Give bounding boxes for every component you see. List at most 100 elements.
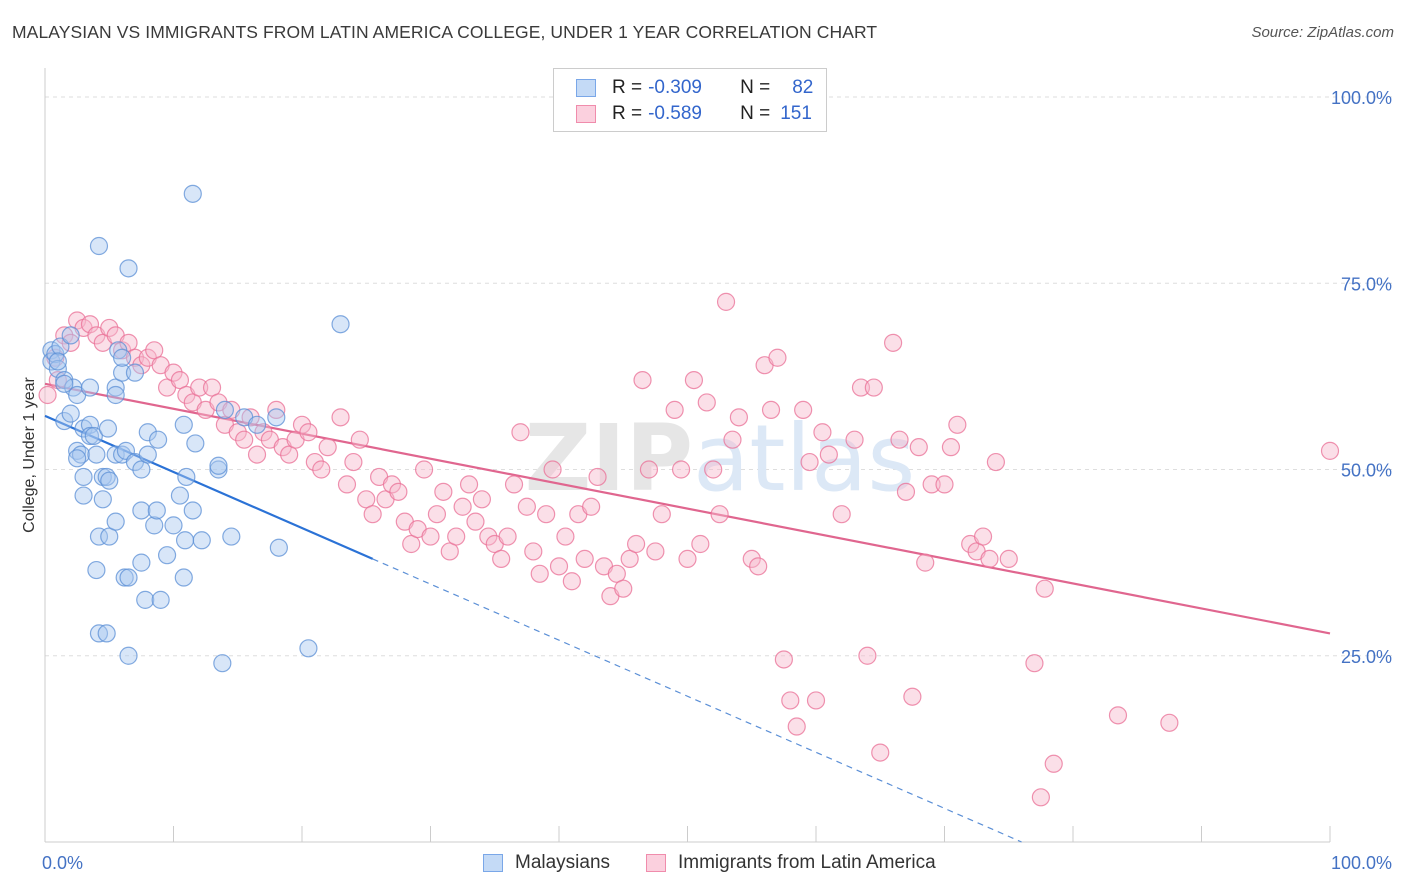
legend-r-label: R =: [612, 103, 643, 124]
data-point: [68, 449, 87, 468]
data-point: [768, 348, 787, 367]
data-point: [148, 430, 168, 449]
data-point: [80, 426, 100, 446]
data-point: [183, 501, 202, 520]
data-point: [524, 542, 543, 561]
data-point: [87, 445, 106, 464]
data-point: [729, 408, 749, 427]
data-point: [164, 363, 183, 382]
data-point: [421, 527, 440, 546]
data-point: [543, 460, 562, 479]
source-label: Source: ZipAtlas.com: [1251, 24, 1394, 41]
data-point: [646, 542, 665, 561]
data-point: [80, 378, 100, 397]
data-point: [614, 579, 633, 598]
data-point: [903, 687, 922, 706]
legend-swatch-blue: [576, 79, 596, 97]
trend-line-malaysians: [44, 414, 374, 560]
data-point: [267, 408, 286, 427]
data-point: [125, 348, 145, 367]
data-point: [55, 374, 74, 393]
legend-swatch-pink: [646, 854, 666, 872]
data-point: [582, 497, 601, 516]
data-point: [980, 549, 999, 569]
data-point: [100, 471, 119, 490]
data-point: [761, 400, 781, 419]
data-point: [147, 501, 166, 520]
data-point: [215, 400, 234, 419]
data-point: [132, 501, 151, 520]
data-point: [973, 527, 993, 546]
data-point: [948, 415, 967, 434]
data-point: [344, 452, 363, 472]
data-point: [549, 557, 569, 576]
data-point: [106, 445, 125, 464]
data-point: [84, 426, 103, 446]
trend-line-malaysians-extension: [372, 558, 1022, 843]
data-point: [588, 467, 607, 487]
legend-swatch-blue: [483, 854, 503, 872]
data-point: [119, 259, 138, 278]
data-point: [157, 546, 177, 565]
data-point: [100, 318, 119, 338]
data-point: [267, 400, 286, 419]
data-point: [98, 419, 118, 438]
data-point: [652, 505, 671, 524]
data-point: [80, 315, 100, 334]
data-point: [186, 434, 205, 453]
legend-row-malaysians: R = -0.309 N = 82: [576, 77, 813, 99]
data-point: [247, 415, 267, 434]
data-point: [170, 486, 190, 505]
data-point: [174, 568, 193, 587]
data-point: [106, 385, 125, 405]
data-point: [132, 356, 151, 375]
data-point: [575, 549, 594, 569]
data-point: [87, 560, 106, 580]
legend-row-latin-america: R = -0.589 N = 151: [576, 103, 812, 125]
data-point: [331, 408, 350, 427]
data-point: [389, 482, 408, 501]
data-point: [723, 430, 742, 449]
data-point: [119, 646, 138, 665]
data-point: [414, 460, 434, 479]
data-point: [916, 553, 935, 572]
series-legend-malaysians[interactable]: Malaysians: [483, 852, 610, 874]
data-point: [697, 393, 716, 412]
data-point: [61, 404, 80, 423]
data-point: [453, 497, 472, 516]
data-point: [1108, 706, 1128, 725]
data-point: [125, 363, 145, 382]
data-point: [716, 292, 736, 311]
data-point: [119, 568, 138, 587]
data-point: [174, 415, 193, 434]
series-legend-latin-america[interactable]: Immigrants from Latin America: [646, 852, 936, 874]
legend-label: Malaysians: [515, 852, 611, 873]
data-point: [941, 438, 961, 457]
data-point: [138, 445, 157, 464]
data-point: [183, 184, 202, 203]
data-point: [177, 467, 196, 487]
data-point: [492, 549, 511, 569]
data-point: [562, 572, 581, 591]
data-point: [633, 371, 652, 390]
data-point: [61, 326, 80, 345]
axes: [44, 68, 1331, 843]
data-point: [447, 527, 466, 546]
data-point: [896, 482, 916, 501]
data-point: [1044, 754, 1063, 773]
data-point: [434, 482, 453, 501]
y-tick-label: 75.0%: [1341, 274, 1392, 294]
data-point: [858, 646, 877, 665]
data-point: [292, 415, 312, 434]
data-point: [890, 430, 909, 449]
data-point: [190, 378, 209, 397]
data-point: [504, 475, 524, 494]
data-point: [89, 624, 109, 643]
data-point: [1160, 713, 1179, 732]
data-point: [235, 430, 254, 449]
data-point: [749, 557, 768, 576]
correlation-legend: R = -0.309 N = 82 R = -0.589 N = 151: [553, 68, 827, 132]
data-point: [312, 460, 331, 479]
data-point: [922, 475, 941, 494]
data-points: [38, 184, 1340, 807]
